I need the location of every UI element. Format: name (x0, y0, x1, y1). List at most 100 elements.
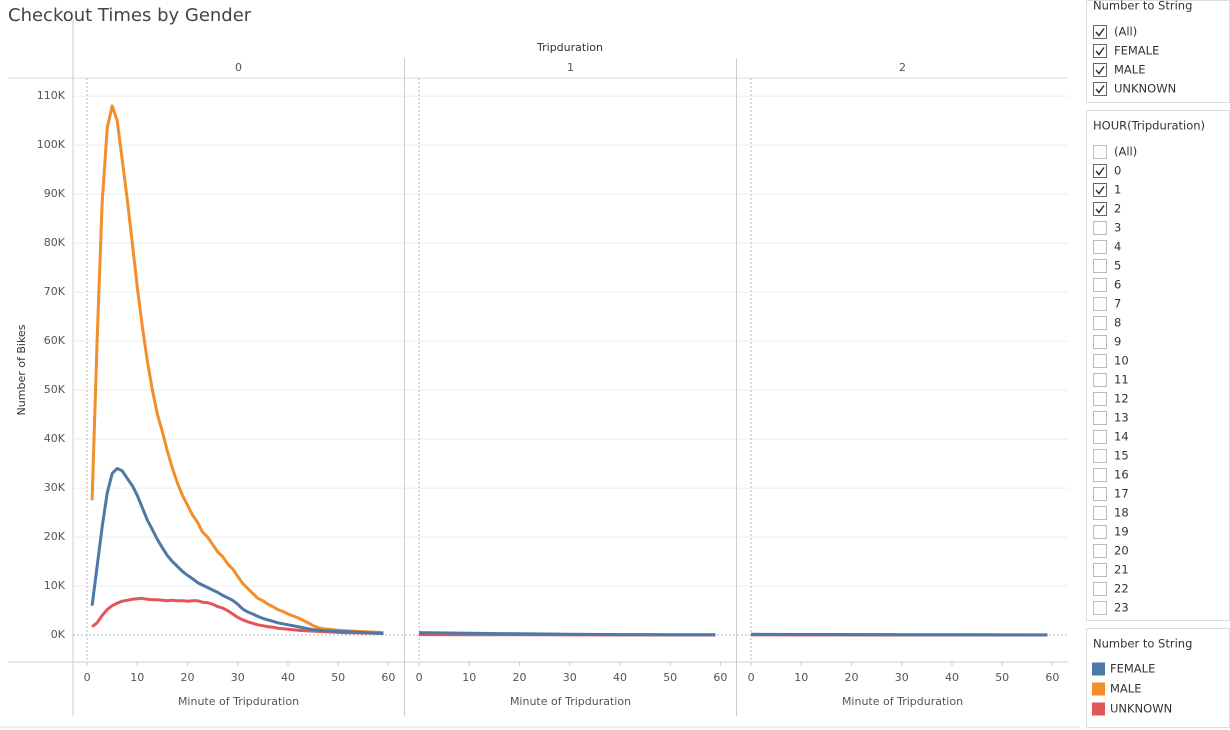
filter-item[interactable]: 20 (1114, 544, 1129, 558)
filter-item[interactable]: 18 (1114, 506, 1129, 520)
filter-item[interactable]: 15 (1114, 449, 1129, 463)
checkbox[interactable] (1093, 525, 1107, 539)
checkbox[interactable] (1093, 82, 1107, 96)
filter-item[interactable]: UNKNOWN (1114, 82, 1176, 96)
checkmark (1095, 47, 1105, 56)
checkbox[interactable] (1093, 582, 1107, 596)
x-tick-label: 10 (462, 671, 476, 684)
checkbox[interactable] (1093, 487, 1107, 501)
checkbox[interactable] (1093, 563, 1107, 577)
x-tick-label: 30 (231, 671, 245, 684)
x-axis-label: Minute of Tripduration (842, 695, 963, 708)
x-tick-label: 40 (281, 671, 295, 684)
checkmark (1095, 205, 1105, 214)
checkbox[interactable] (1093, 240, 1107, 254)
x-axis-label: Minute of Tripduration (178, 695, 299, 708)
filter-item[interactable]: 5 (1114, 259, 1121, 273)
x-tick-label: 60 (713, 671, 727, 684)
checkbox[interactable] (1093, 63, 1107, 77)
y-tick-label: 60K (44, 334, 66, 347)
filter-item[interactable]: (All) (1114, 145, 1137, 159)
filter-item[interactable]: 4 (1114, 240, 1121, 254)
legend-swatch (1092, 662, 1105, 676)
legend-title: Number to String (1093, 637, 1192, 651)
checkbox[interactable] (1093, 468, 1107, 482)
filter-item[interactable]: 21 (1114, 563, 1129, 577)
filter-item[interactable]: 3 (1114, 221, 1121, 235)
checkbox[interactable] (1093, 44, 1107, 58)
checkbox[interactable] (1093, 259, 1107, 273)
checkbox[interactable] (1093, 544, 1107, 558)
x-tick-label: 10 (130, 671, 144, 684)
checkbox[interactable] (1093, 335, 1107, 349)
checkbox[interactable] (1093, 430, 1107, 444)
y-tick-label: 70K (44, 285, 66, 298)
filter-box (1086, 0, 1230, 103)
x-tick-label: 30 (895, 671, 909, 684)
filter-item[interactable]: 17 (1114, 487, 1129, 501)
x-tick-label: 0 (416, 671, 423, 684)
filter-item[interactable]: 22 (1114, 582, 1129, 596)
checkbox[interactable] (1093, 354, 1107, 368)
checkbox[interactable] (1093, 297, 1107, 311)
filter-item[interactable]: 6 (1114, 278, 1121, 292)
checkbox[interactable] (1093, 449, 1107, 463)
chart-title: Checkout Times by Gender (8, 5, 252, 26)
checkbox[interactable] (1093, 316, 1107, 330)
y-tick-label: 80K (44, 236, 66, 249)
legend-label: MALE (1110, 682, 1141, 696)
legend-label: UNKNOWN (1110, 702, 1172, 716)
x-tick-label: 50 (663, 671, 677, 684)
checkmark (1095, 85, 1105, 94)
panel-label: 2 (899, 61, 906, 74)
x-tick-label: 50 (995, 671, 1009, 684)
filter-item[interactable]: 11 (1114, 373, 1129, 387)
y-tick-label: 20K (44, 530, 66, 543)
y-tick-label: 10K (44, 579, 66, 592)
checkbox[interactable] (1093, 278, 1107, 292)
filter-item[interactable]: 8 (1114, 316, 1121, 330)
checkbox[interactable] (1093, 202, 1107, 216)
filter-item[interactable]: 23 (1114, 601, 1129, 615)
checkbox[interactable] (1093, 601, 1107, 615)
checkbox[interactable] (1093, 164, 1107, 178)
checkbox[interactable] (1093, 411, 1107, 425)
filter-item[interactable]: 2 (1114, 202, 1121, 216)
filter-item[interactable]: 9 (1114, 335, 1121, 349)
filter-item[interactable]: FEMALE (1114, 44, 1159, 58)
filter-title: HOUR(Tripduration) (1093, 119, 1205, 133)
checkbox[interactable] (1093, 145, 1107, 159)
checkbox[interactable] (1093, 506, 1107, 520)
x-tick-label: 0 (84, 671, 91, 684)
filter-item[interactable]: 19 (1114, 525, 1129, 539)
line-series (419, 631, 716, 637)
y-tick-label: 40K (44, 432, 66, 445)
y-tick-label: 100K (37, 138, 66, 151)
filter-item[interactable]: (All) (1114, 25, 1137, 39)
filter-item[interactable]: MALE (1114, 63, 1145, 77)
filter-item[interactable]: 14 (1114, 430, 1129, 444)
checkbox[interactable] (1093, 221, 1107, 235)
x-tick-label: 0 (748, 671, 755, 684)
filter-item[interactable]: 12 (1114, 392, 1129, 406)
x-tick-label: 10 (794, 671, 808, 684)
checkbox[interactable] (1093, 25, 1107, 39)
filter-item[interactable]: 16 (1114, 468, 1129, 482)
x-tick-label: 40 (945, 671, 959, 684)
panel-label: 0 (235, 61, 242, 74)
filter-item[interactable]: 13 (1114, 411, 1129, 425)
checkbox[interactable] (1093, 373, 1107, 387)
y-tick-label: 110K (37, 89, 66, 102)
filter-item[interactable]: 7 (1114, 297, 1121, 311)
checkbox[interactable] (1093, 392, 1107, 406)
y-tick-label: 30K (44, 481, 66, 494)
filter-item[interactable]: 10 (1114, 354, 1129, 368)
checkmark (1095, 66, 1105, 75)
filter-item[interactable]: 1 (1114, 183, 1121, 197)
checkbox[interactable] (1093, 183, 1107, 197)
y-axis-label: Number of Bikes (15, 324, 28, 415)
legend-swatch (1092, 682, 1105, 696)
filter-item[interactable]: 0 (1114, 164, 1121, 178)
x-tick-label: 30 (563, 671, 577, 684)
